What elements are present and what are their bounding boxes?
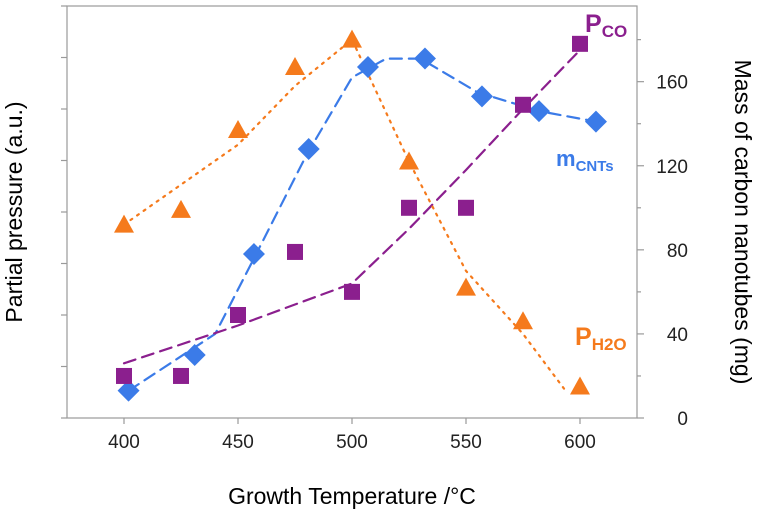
right-y-tick-label: 0 <box>677 409 688 430</box>
marker-P_H2O <box>399 151 419 170</box>
marker-P_CO <box>116 367 132 384</box>
marker-P_CO <box>401 199 417 216</box>
x-tick-label: 550 <box>450 432 482 453</box>
series-label-m_CNTs: mCNTs <box>556 146 614 175</box>
series-label-P_H2O: PH2O <box>575 323 627 354</box>
marker-P_H2O <box>171 199 191 218</box>
x-tick-label: 600 <box>564 432 596 453</box>
marker-P_H2O <box>570 376 590 395</box>
right-y-tick-label: 80 <box>667 241 688 262</box>
marker-P_H2O <box>456 277 476 296</box>
marker-P_H2O <box>285 56 305 75</box>
marker-P_CO <box>230 307 246 323</box>
trendline-P_CO <box>122 48 582 365</box>
right-axis-title: Mass of carbon nanotubes (mg) <box>730 60 756 385</box>
marker-P_CO <box>344 283 360 300</box>
series-labels: mCNTs PCO PH2O <box>556 10 627 354</box>
marker-P_CO <box>572 35 588 52</box>
marker-m_CNTs <box>527 100 550 123</box>
plot-area-border <box>66 5 638 419</box>
marker-P_H2O <box>114 214 134 233</box>
marker-P_CO <box>515 96 531 113</box>
left-axis-title: Partial pressure (a.u.) <box>1 101 27 322</box>
marker-m_CNTs <box>584 110 607 133</box>
marker-m_CNTs <box>356 55 379 78</box>
marker-P_H2O <box>513 311 533 330</box>
trendline-P_H2O <box>122 37 566 390</box>
series-label-P_CO: PCO <box>585 10 627 41</box>
marker-m_CNTs <box>183 343 206 366</box>
chart-labels: Growth Temperature /°C Partial pressure … <box>1 60 756 509</box>
marker-P_CO <box>173 367 189 384</box>
marker-P_H2O <box>342 29 362 48</box>
data-markers <box>114 29 607 402</box>
x-axis-title: Growth Temperature /°C <box>228 483 476 509</box>
marker-m_CNTs <box>117 379 140 402</box>
marker-P_CO <box>287 243 303 260</box>
x-tick-label: 450 <box>222 432 254 453</box>
axis-ticks: 400 450 500 550 600 0 40 80 120 160 <box>61 5 688 453</box>
marker-m_CNTs <box>470 85 493 108</box>
marker-m_CNTs <box>413 47 436 70</box>
x-tick-label: 500 <box>336 432 368 453</box>
right-y-tick-label: 40 <box>667 325 688 346</box>
right-y-tick-label: 160 <box>656 73 688 94</box>
right-y-tick-label: 120 <box>656 157 688 178</box>
plot-frame <box>66 5 638 419</box>
marker-m_CNTs <box>242 243 265 266</box>
trendlines <box>122 37 598 392</box>
marker-P_CO <box>458 199 474 216</box>
marker-m_CNTs <box>297 137 320 160</box>
marker-P_H2O <box>228 120 248 139</box>
x-tick-label: 400 <box>108 432 140 453</box>
